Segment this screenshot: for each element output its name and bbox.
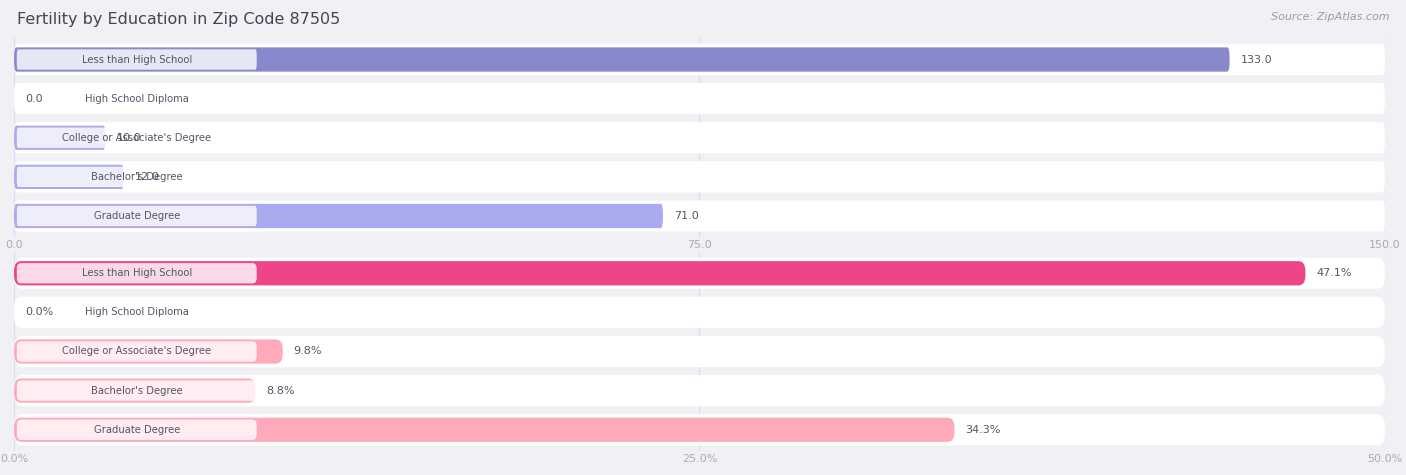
FancyBboxPatch shape xyxy=(14,125,105,150)
FancyBboxPatch shape xyxy=(14,200,1385,232)
FancyBboxPatch shape xyxy=(14,44,1385,75)
FancyBboxPatch shape xyxy=(17,88,257,109)
FancyBboxPatch shape xyxy=(14,339,283,364)
Text: 0.0%: 0.0% xyxy=(25,307,53,317)
Text: Bachelor's Degree: Bachelor's Degree xyxy=(91,172,183,182)
FancyBboxPatch shape xyxy=(14,336,1385,367)
Text: Source: ZipAtlas.com: Source: ZipAtlas.com xyxy=(1271,12,1389,22)
Text: Fertility by Education in Zip Code 87505: Fertility by Education in Zip Code 87505 xyxy=(17,12,340,27)
Text: High School Diploma: High School Diploma xyxy=(84,94,188,104)
Text: 34.3%: 34.3% xyxy=(966,425,1001,435)
FancyBboxPatch shape xyxy=(14,418,955,442)
FancyBboxPatch shape xyxy=(14,83,1385,114)
FancyBboxPatch shape xyxy=(17,263,257,284)
FancyBboxPatch shape xyxy=(14,414,1385,446)
Text: 133.0: 133.0 xyxy=(1240,55,1272,65)
FancyBboxPatch shape xyxy=(14,161,1385,192)
Text: 47.1%: 47.1% xyxy=(1316,268,1351,278)
FancyBboxPatch shape xyxy=(17,128,257,148)
Text: 71.0: 71.0 xyxy=(673,211,699,221)
FancyBboxPatch shape xyxy=(14,165,124,189)
FancyBboxPatch shape xyxy=(14,379,256,403)
FancyBboxPatch shape xyxy=(17,342,257,361)
Text: 0.0: 0.0 xyxy=(25,94,42,104)
Text: College or Associate's Degree: College or Associate's Degree xyxy=(62,346,211,357)
FancyBboxPatch shape xyxy=(14,375,1385,406)
FancyBboxPatch shape xyxy=(14,122,1385,153)
Text: 8.8%: 8.8% xyxy=(266,386,295,396)
FancyBboxPatch shape xyxy=(14,48,1229,72)
Text: 10.0: 10.0 xyxy=(117,133,141,143)
FancyBboxPatch shape xyxy=(17,419,257,440)
FancyBboxPatch shape xyxy=(14,261,1305,285)
Text: High School Diploma: High School Diploma xyxy=(84,307,188,317)
FancyBboxPatch shape xyxy=(17,167,257,187)
FancyBboxPatch shape xyxy=(17,49,257,70)
FancyBboxPatch shape xyxy=(17,302,257,323)
Text: Graduate Degree: Graduate Degree xyxy=(94,425,180,435)
FancyBboxPatch shape xyxy=(14,297,1385,328)
Text: 12.0: 12.0 xyxy=(135,172,159,182)
FancyBboxPatch shape xyxy=(14,257,1385,289)
Text: Less than High School: Less than High School xyxy=(82,268,191,278)
FancyBboxPatch shape xyxy=(17,380,257,401)
FancyBboxPatch shape xyxy=(14,204,664,228)
Text: 9.8%: 9.8% xyxy=(294,346,322,357)
FancyBboxPatch shape xyxy=(17,206,257,226)
Text: Less than High School: Less than High School xyxy=(82,55,191,65)
Text: Graduate Degree: Graduate Degree xyxy=(94,211,180,221)
Text: Bachelor's Degree: Bachelor's Degree xyxy=(91,386,183,396)
Text: College or Associate's Degree: College or Associate's Degree xyxy=(62,133,211,143)
